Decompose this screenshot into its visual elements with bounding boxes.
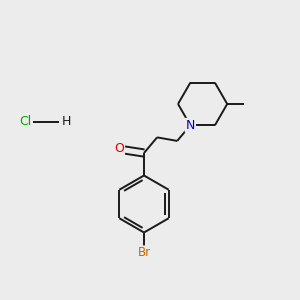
Text: Br: Br	[137, 246, 151, 260]
Text: Cl: Cl	[19, 115, 32, 128]
Text: N: N	[186, 119, 195, 132]
Text: O: O	[114, 142, 124, 155]
Text: H: H	[62, 115, 71, 128]
